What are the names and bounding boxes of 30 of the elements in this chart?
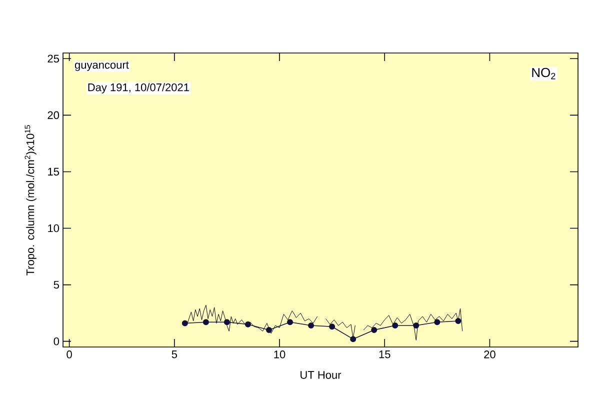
y-tick-label: 5 (54, 280, 60, 289)
x-axis-title: UT Hour (300, 371, 342, 379)
y-tick-label: 0 (54, 337, 60, 346)
x-tick-label: 5 (172, 350, 177, 358)
point (392, 322, 398, 329)
annotation: Day 191, 10/07/2021 (88, 83, 189, 94)
y-axis-title: Tropo. column (mol./cm$^{2}$)x10$^{15}$ (24, 125, 36, 276)
x-tick-label: 0 (66, 350, 72, 358)
point (202, 319, 209, 326)
point (244, 321, 251, 328)
point (266, 327, 272, 334)
y-tick-label: 10 (48, 224, 60, 232)
point (308, 322, 314, 329)
point (287, 319, 294, 326)
annotation: guyancourt (74, 62, 129, 71)
y-tick-label: 25 (48, 54, 59, 63)
y-tick-label: 20 (48, 111, 60, 120)
point (413, 322, 420, 329)
point (329, 324, 336, 330)
x-tick-label: 15 (379, 350, 390, 358)
x-tick-label: 10 (274, 350, 286, 358)
annotation: NO$_{2}$ (532, 68, 556, 80)
y-tick-label: 15 (48, 168, 59, 176)
point (350, 336, 356, 342)
point (455, 318, 462, 324)
point (182, 320, 188, 326)
point (224, 319, 230, 326)
point (434, 319, 440, 326)
x-tick-label: 20 (484, 350, 496, 358)
point (371, 327, 378, 334)
